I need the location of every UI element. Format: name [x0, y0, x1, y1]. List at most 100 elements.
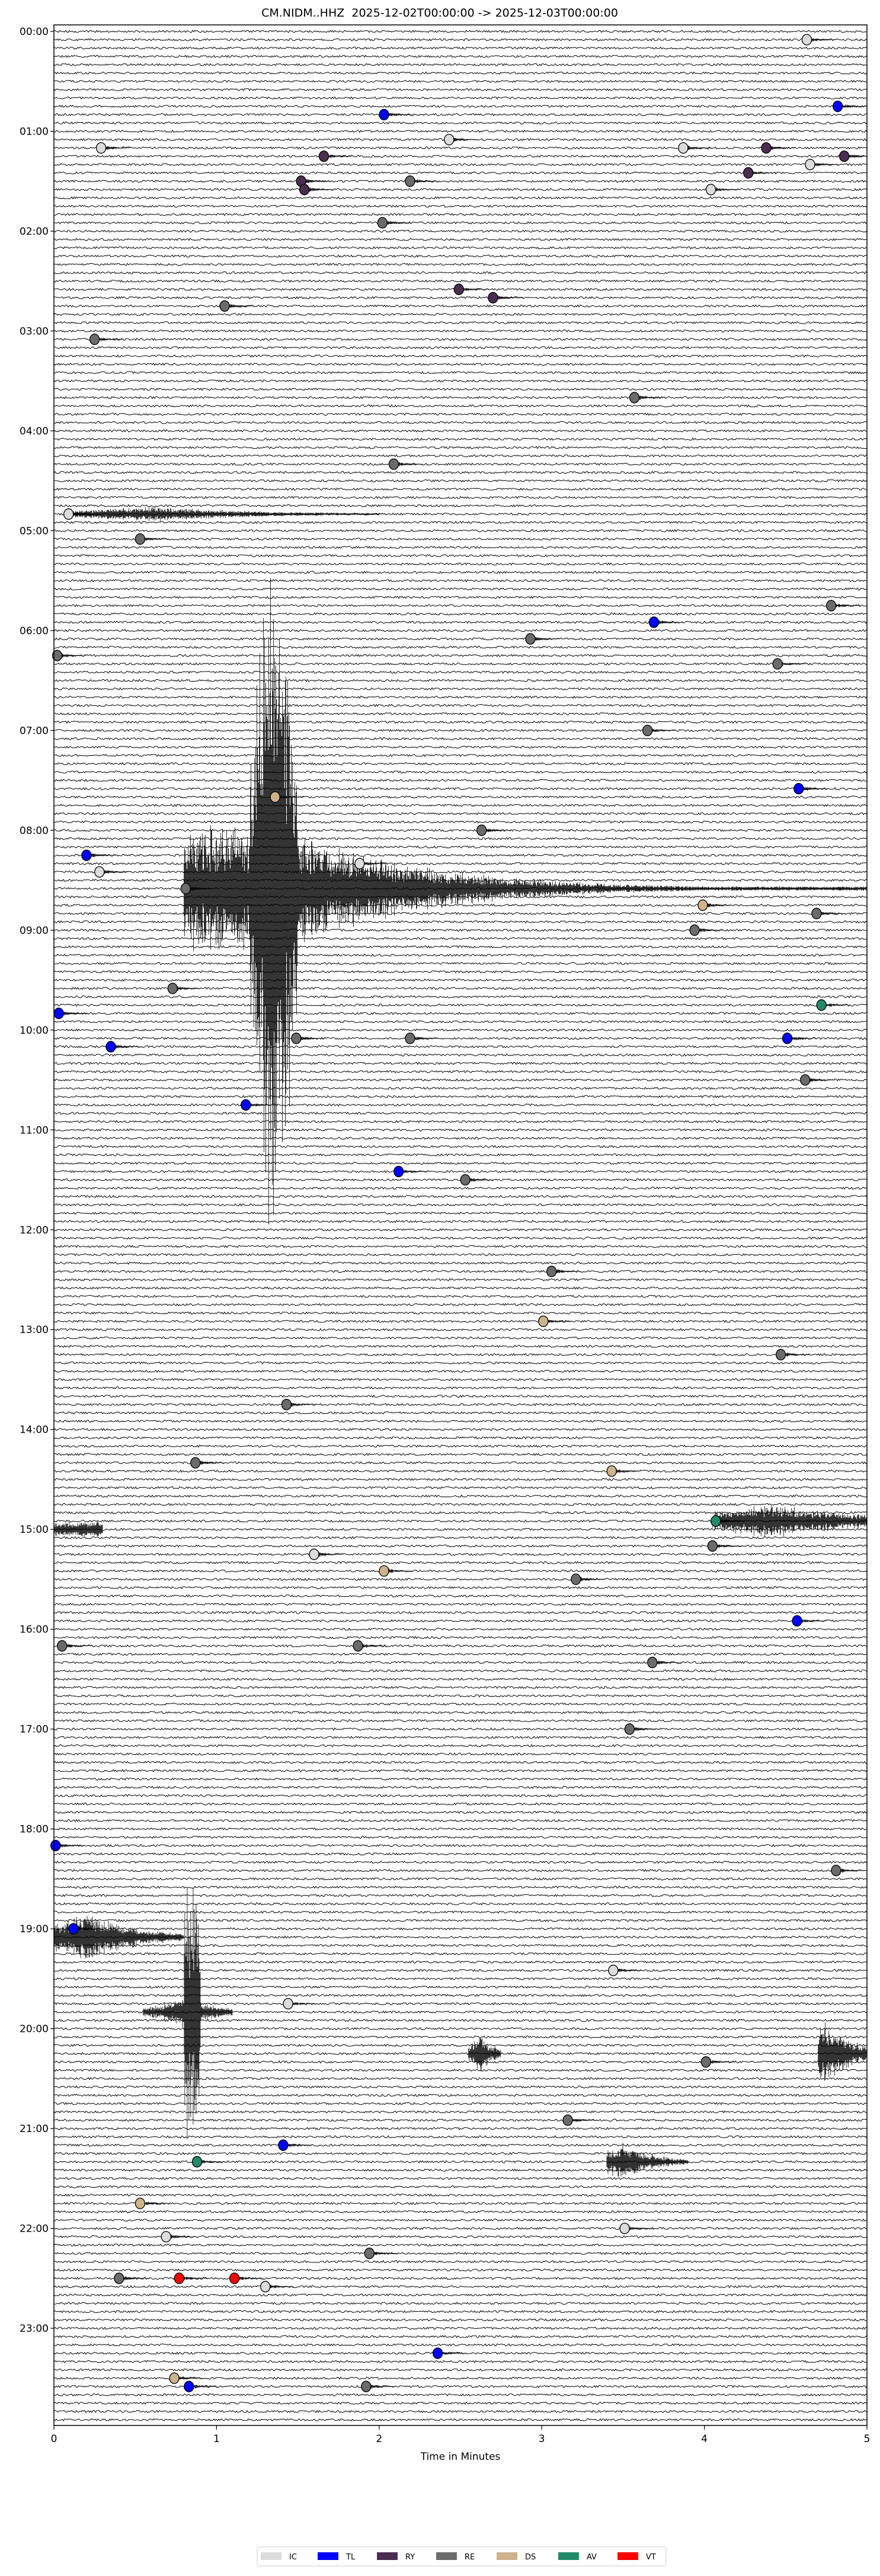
trace-line: [53, 196, 868, 200]
trace-line: [53, 845, 868, 849]
event-marker-re: [629, 392, 640, 404]
trace-line: [53, 1328, 868, 1331]
trace-line: [53, 912, 868, 915]
trace-line: [53, 612, 868, 616]
trace-line: [53, 1902, 868, 1906]
trace-line: [53, 1295, 868, 1298]
trace-line: [53, 2035, 868, 2039]
event-marker-tl: [53, 1008, 64, 1019]
event-marker-re: [180, 883, 191, 894]
trace-line: [53, 1036, 868, 1040]
trace-line: [53, 1818, 868, 1823]
trace-line: [53, 1278, 868, 1281]
trace-line: [53, 1062, 868, 1065]
earthquake-waveform: [818, 2022, 868, 2081]
trace-line: [53, 1610, 868, 1615]
trace-line: [53, 1386, 868, 1390]
earthquake-waveform: [606, 2142, 689, 2177]
trace-line: [53, 1186, 868, 1190]
trace-line: [53, 712, 868, 715]
y-tick-label: 10:00: [20, 1025, 49, 1037]
trace-line: [53, 404, 867, 408]
trace-line: [53, 2302, 868, 2305]
trace-line: [53, 2069, 868, 2072]
trace-group: [53, 30, 868, 2422]
trace-line: [53, 1968, 868, 1972]
trace-line: [53, 1760, 868, 1764]
trace-line: [53, 1128, 868, 1132]
trace-line: [53, 279, 868, 283]
trace-line: [53, 2310, 868, 2313]
trace-line: [53, 1245, 868, 1248]
trace-line: [53, 346, 868, 350]
trace-line: [53, 238, 867, 241]
trace-line: [53, 2201, 868, 2206]
trace-line: [53, 1744, 868, 1747]
trace-line: [53, 63, 868, 66]
y-tick-label: 17:00: [20, 1724, 49, 1736]
trace-line: [53, 803, 868, 807]
trace-line: [53, 878, 868, 882]
event-marker-re: [353, 1640, 363, 1652]
event-marker-ic: [801, 34, 812, 46]
y-tick-label: 05:00: [20, 525, 49, 537]
trace-line: [53, 870, 868, 874]
trace-line: [53, 1103, 868, 1107]
earthquake-waveform: [184, 577, 867, 1225]
trace-line: [53, 454, 868, 458]
y-tick-label: 16:00: [20, 1624, 49, 1636]
legend-label: TL: [345, 2553, 356, 2562]
trace-line: [53, 1677, 868, 1681]
y-tick-label: 03:00: [20, 325, 49, 337]
trace-line: [53, 2226, 868, 2230]
trace-line: [53, 462, 868, 466]
trace-line: [53, 1319, 868, 1323]
trace-line: [53, 1635, 868, 1639]
event-marker-re: [460, 1174, 471, 1186]
trace-line: [53, 1145, 868, 1148]
event-marker-av: [191, 2156, 203, 2168]
earthquake-waveform: [53, 1521, 103, 1536]
trace-line: [53, 1253, 868, 1257]
event-marker-re: [525, 633, 536, 645]
trace-line: [53, 2118, 868, 2122]
event-marker-re: [114, 2273, 124, 2284]
event-marker-ic: [161, 2230, 171, 2243]
trace-line: [53, 570, 868, 574]
legend-swatch-av: [558, 2552, 579, 2560]
trace-line: [53, 2143, 868, 2147]
trace-line: [53, 695, 868, 699]
legend-box: [257, 2546, 667, 2567]
event-marker-av: [711, 1515, 721, 1527]
y-tick-label: 02:00: [20, 226, 49, 238]
trace-line: [53, 596, 868, 599]
trace-line: [53, 662, 868, 666]
event-marker-ds: [135, 2197, 146, 2210]
chart-title: CM.NIDM..HHZ 2025-12-02T00:00:00 -> 2025…: [261, 7, 618, 20]
trace-line: [53, 2152, 868, 2155]
trace-line: [53, 46, 868, 50]
trace-line: [53, 1544, 868, 1548]
legend-swatch-vt: [617, 2552, 638, 2560]
event-marker-ds: [270, 791, 280, 803]
event-marker-re: [281, 1398, 292, 1411]
trace-line: [53, 1926, 868, 1931]
trace-line: [53, 1220, 867, 1223]
trace-line: [53, 1852, 868, 1856]
trace-line: [53, 1236, 868, 1240]
event-marker-re: [546, 1265, 557, 1277]
trace-line: [53, 587, 868, 591]
trace-line: [53, 1203, 868, 1207]
trace-line: [53, 812, 868, 816]
trace-line: [53, 1461, 868, 1465]
trace-line: [53, 837, 868, 840]
event-marker-tl: [278, 2139, 289, 2151]
trace-line: [53, 1952, 868, 1955]
trace-line: [53, 362, 868, 366]
trace-line: [53, 2185, 868, 2189]
trace-line: [53, 337, 868, 341]
trace-line: [53, 496, 868, 499]
trace-line: [53, 770, 868, 774]
legend-label: AV: [587, 2553, 597, 2562]
trace-line: [53, 2409, 868, 2414]
